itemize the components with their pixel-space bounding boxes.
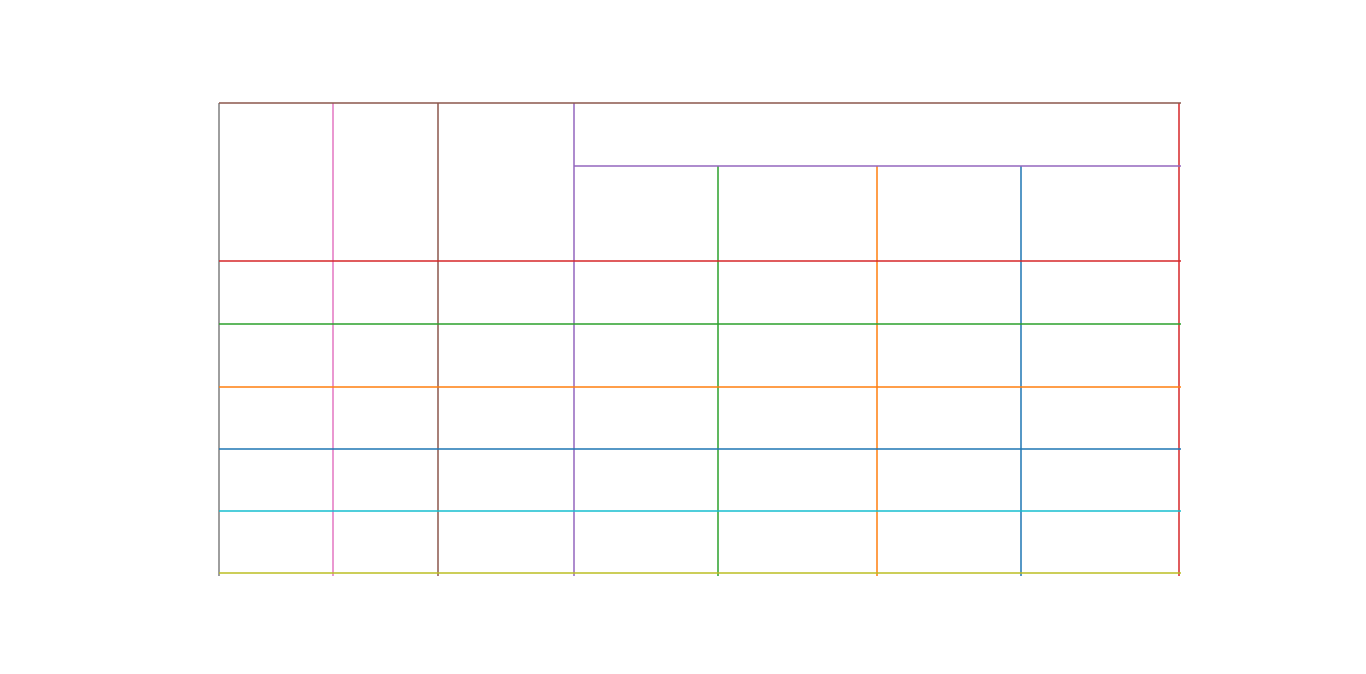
table-grid: [218, 102, 1181, 576]
